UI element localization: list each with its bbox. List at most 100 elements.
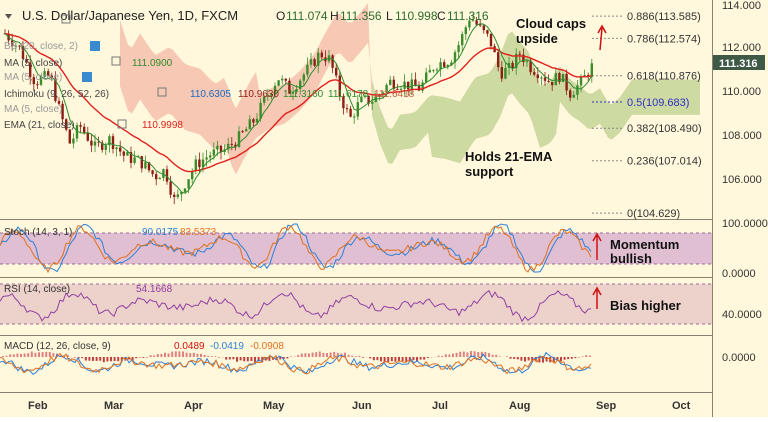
macd-hist-bar — [520, 357, 522, 361]
macd-hist-bar — [178, 351, 180, 357]
candle-body — [497, 52, 499, 67]
ma-extra2-legend[interactable]: MA (5, close) — [4, 104, 62, 115]
ichimoku-legend[interactable]: Ichimoku (9, 26, 52, 26) — [4, 89, 109, 100]
annotation-cloud-caps: Cloud caps — [516, 16, 586, 31]
macd-hist-bar — [232, 357, 234, 359]
time-tick: Jun — [352, 400, 372, 412]
stoch-legend[interactable]: Stoch (14, 3, 1) — [4, 227, 72, 238]
macd-hist-bar — [186, 353, 188, 357]
macd-hist-bar — [236, 357, 238, 362]
macd-hist-bar — [358, 356, 360, 357]
macd-hist-bar — [463, 352, 465, 357]
ohlc-low-label: L — [386, 9, 393, 23]
annotation-bias: Bias higher — [610, 298, 681, 313]
ohlc-high: 111.356 — [340, 9, 382, 23]
time-tick: Aug — [509, 400, 530, 412]
time-tick: Feb — [28, 400, 48, 412]
macd-hist-bar — [88, 357, 90, 361]
macd-hist-bar — [402, 357, 404, 361]
candle-body — [195, 159, 197, 171]
macd-hist-bar — [560, 357, 562, 361]
macd-hist-bar — [412, 357, 414, 360]
macd-hist-bar — [427, 357, 429, 358]
candle-body — [432, 70, 434, 71]
macd-hist-bar — [585, 355, 587, 357]
macd-hist-bar — [304, 353, 306, 357]
eye-icon[interactable] — [82, 72, 92, 82]
candle-body — [159, 178, 161, 179]
rsi-band — [0, 284, 712, 324]
macd-hist-bar — [85, 357, 87, 361]
candle-body — [313, 59, 315, 66]
candle-body — [443, 62, 445, 67]
macd-hist-bar — [52, 353, 54, 357]
macd-hist-bar — [38, 352, 40, 357]
ichimoku-value: 111.6178 — [328, 89, 369, 100]
macd-hist-bar — [589, 356, 591, 357]
candle-body — [335, 68, 337, 76]
candle-body — [511, 63, 513, 68]
candle-body — [105, 145, 107, 150]
candle-body — [94, 142, 96, 146]
macd-hist-bar — [139, 357, 141, 358]
candle-body — [576, 85, 578, 94]
ohlc-low: 110.998 — [395, 9, 438, 23]
macd-hist-bar — [420, 357, 422, 360]
fib-label: 0(104.629) — [627, 208, 680, 220]
time-tick: May — [263, 400, 285, 412]
macd-hist-bar — [157, 354, 159, 357]
macd-hist-bar — [369, 357, 371, 358]
candle-body — [281, 79, 283, 80]
annotation-momentum: bullish — [610, 251, 652, 266]
candle-body — [555, 73, 557, 85]
candle-body — [526, 61, 528, 62]
ichimoku-value: 110.9630 — [238, 89, 279, 100]
candle-body — [213, 149, 215, 155]
macd-hist-bar — [315, 352, 317, 357]
eye-icon[interactable] — [90, 41, 100, 51]
macd-hist-bar — [322, 353, 324, 357]
rsi-legend[interactable]: RSI (14, close) — [4, 284, 70, 295]
macd-hist-bar — [571, 357, 573, 359]
ma-extra-legend[interactable]: MA (5, close) — [4, 72, 62, 83]
macd-hist-bar — [376, 357, 378, 360]
macd-hist-bar — [312, 353, 314, 357]
macd-hist-bar — [524, 357, 526, 362]
candle-body — [303, 75, 305, 81]
candle-body — [425, 72, 427, 82]
macd-legend[interactable]: MACD (12, 26, close, 9) — [4, 341, 111, 352]
macd-hist-bar — [373, 357, 375, 360]
macd-hist-bar — [142, 357, 144, 358]
stoch-tick: 100.0000 — [722, 218, 768, 230]
ohlc-high-label: H — [330, 9, 339, 23]
fib-label: 0.786(112.574) — [627, 33, 701, 45]
macd-hist-bar — [423, 357, 425, 360]
macd-hist-bar — [351, 356, 353, 357]
ichimoku-value: 111.3160 — [283, 89, 324, 100]
macd-hist-bar — [564, 357, 566, 360]
macd-hist-bar — [182, 351, 184, 357]
annotation-holds-ema: support — [465, 164, 514, 179]
ema-legend[interactable]: EMA (21, close) — [4, 120, 75, 131]
macd-hist-bar — [452, 354, 454, 357]
ohlc-close: 111.316 — [447, 9, 489, 23]
candle-body — [547, 81, 549, 82]
ma5-legend[interactable]: MA (5, close) — [4, 58, 62, 69]
candle-body — [501, 67, 503, 78]
candle-body — [504, 68, 506, 79]
stoch-k-value: 90.0175 — [142, 227, 179, 238]
candle-body — [457, 45, 459, 52]
candle-body — [371, 102, 373, 104]
macd-hist-bar — [13, 354, 15, 357]
macd-hist-bar — [229, 357, 231, 359]
macd-hist-bar — [301, 354, 303, 357]
bb-legend[interactable]: BB (20, close, 2) — [4, 41, 78, 52]
time-tick: Sep — [596, 400, 616, 412]
candle-body — [533, 72, 535, 74]
stoch-tick: 0.0000 — [722, 268, 756, 280]
macd-hist-bar — [380, 357, 382, 361]
candle-body — [216, 146, 218, 150]
macd-hist-bar — [168, 353, 170, 357]
annotation-cloud-caps: upside — [516, 31, 558, 46]
